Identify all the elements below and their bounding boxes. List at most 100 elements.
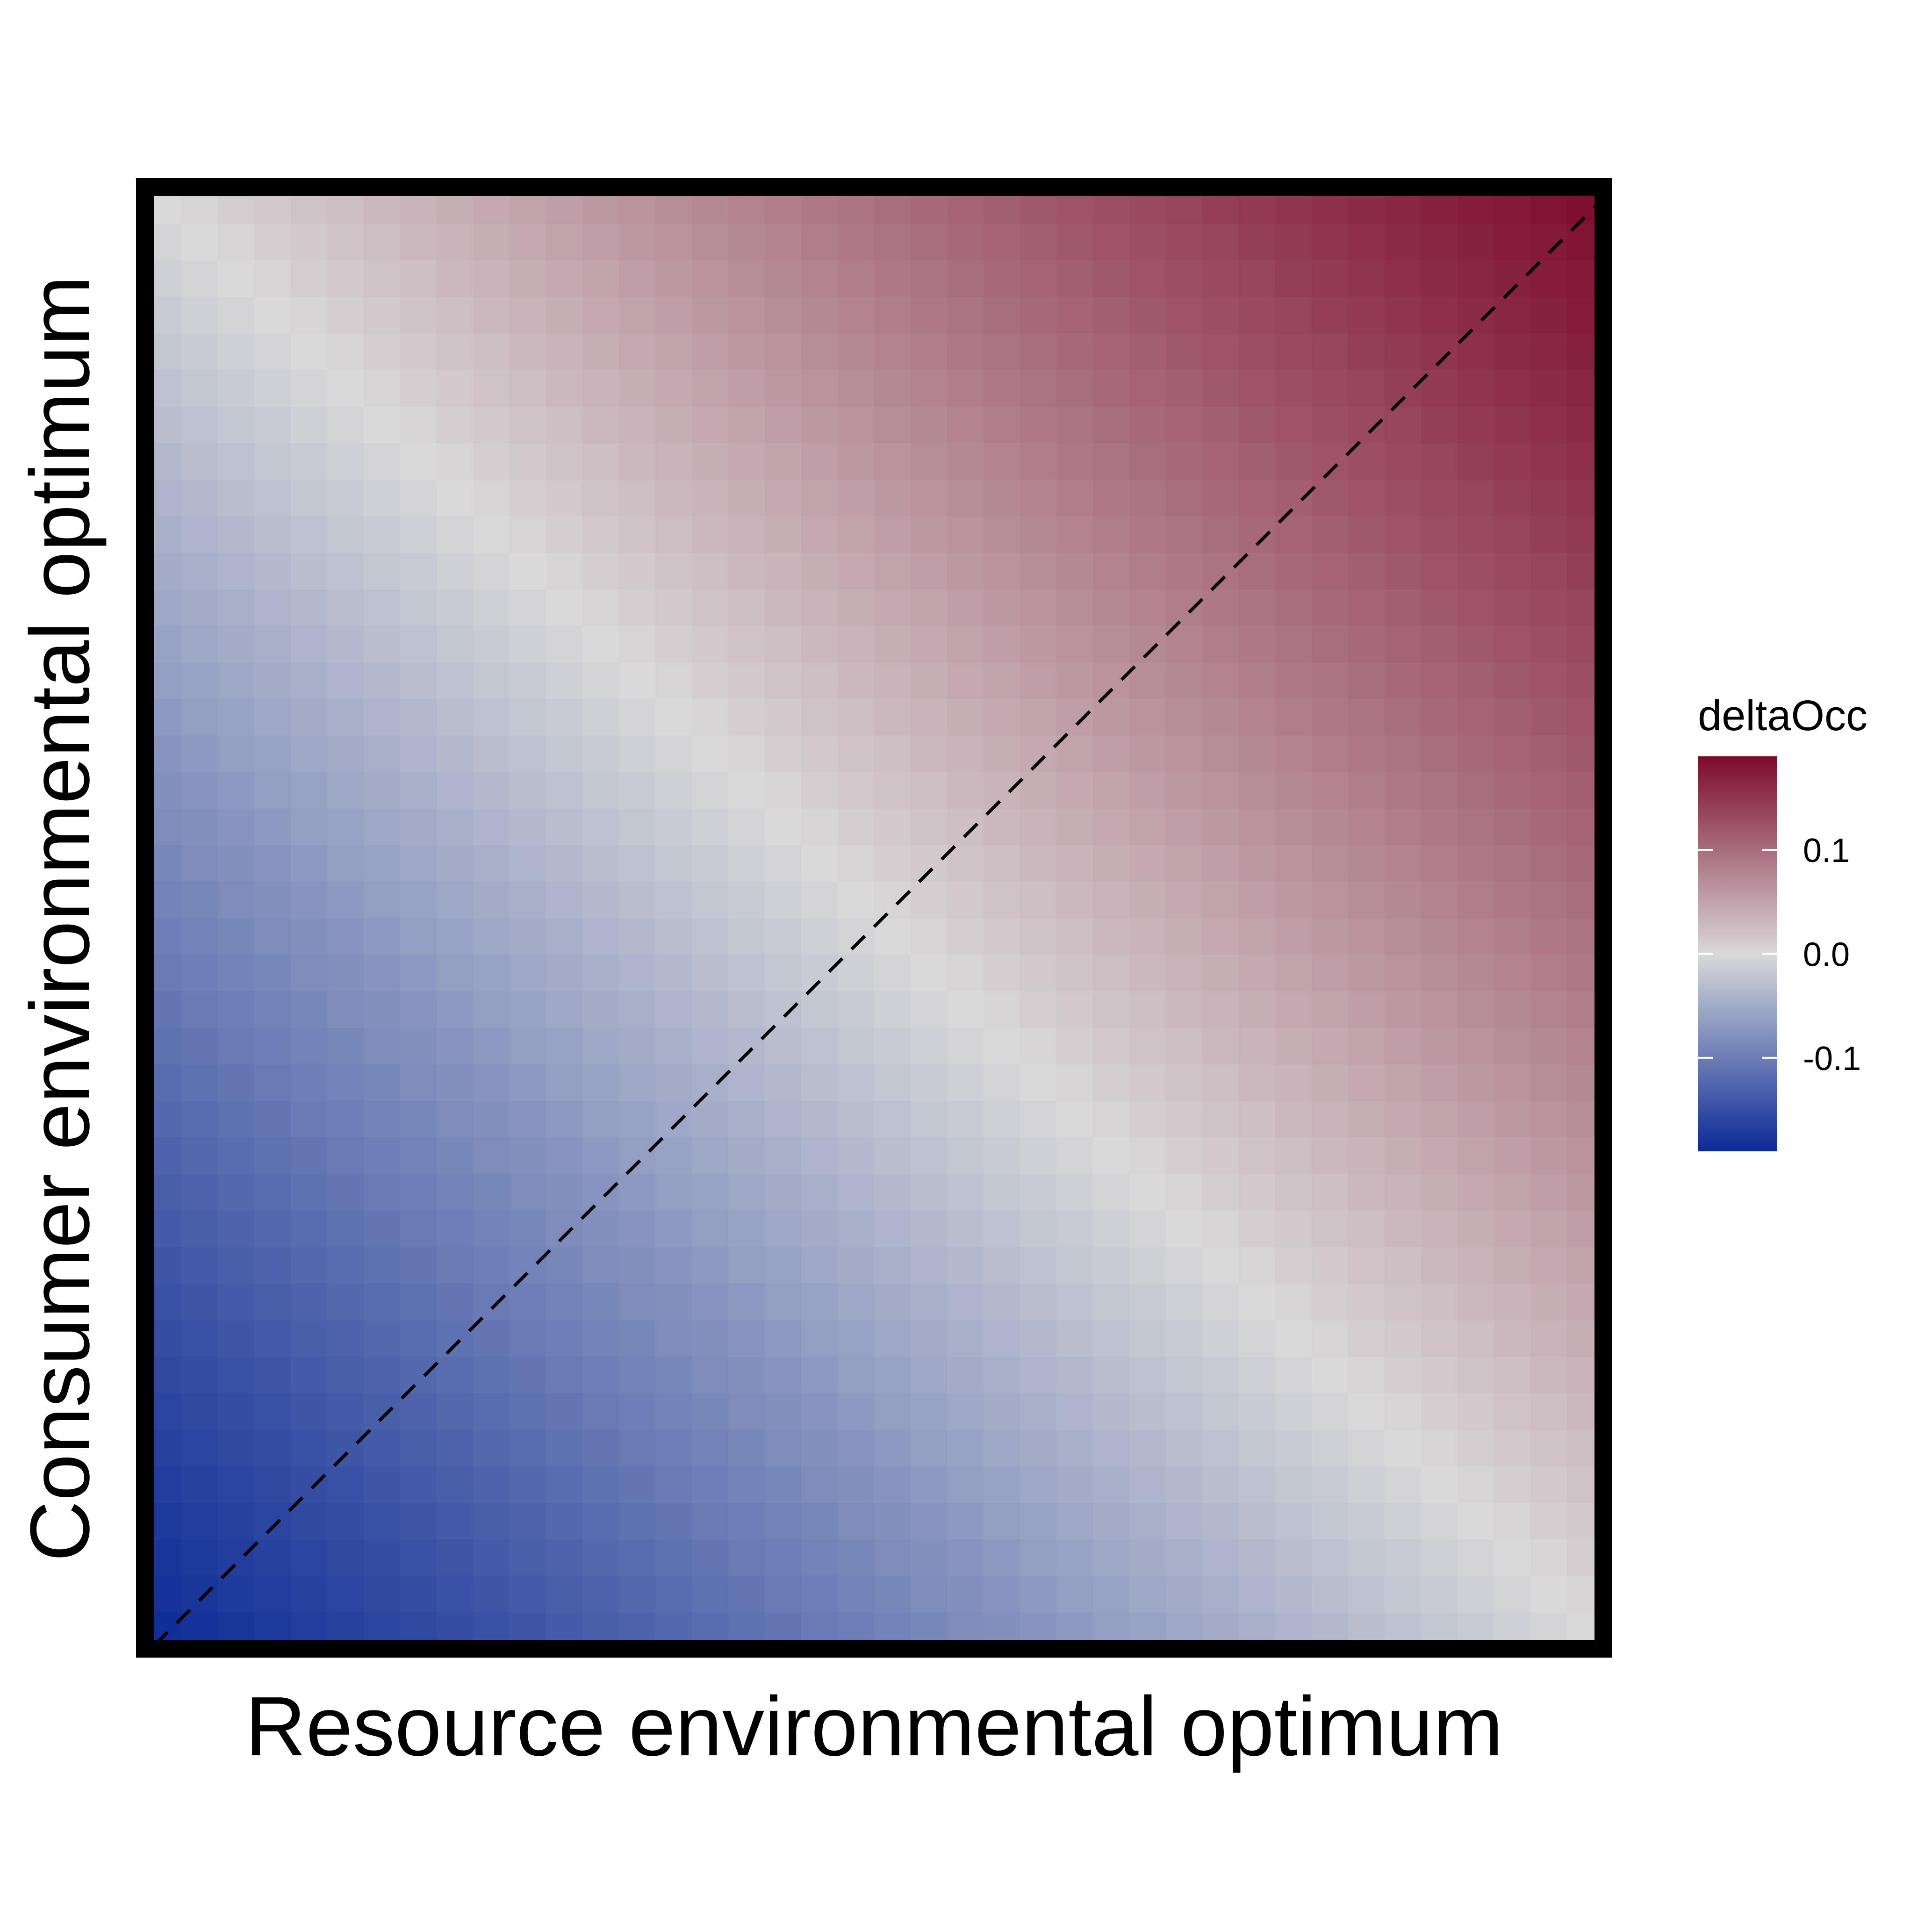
heatmap-cell	[1385, 1283, 1422, 1321]
heatmap-cell	[1385, 735, 1422, 772]
heatmap-cell	[218, 1064, 255, 1101]
heatmap-cell	[911, 223, 948, 261]
heatmap-cell	[254, 1247, 291, 1284]
heatmap-cell	[911, 1502, 948, 1540]
heatmap-cell	[1494, 625, 1531, 663]
heatmap-cell	[1056, 1356, 1093, 1393]
heatmap-cell	[1093, 1173, 1130, 1211]
heatmap-cell	[1202, 1100, 1239, 1138]
heatmap-cell	[1202, 1393, 1239, 1430]
heatmap-cell	[1239, 698, 1276, 736]
heatmap-cell	[801, 1393, 838, 1430]
heatmap-cell	[1093, 1027, 1130, 1064]
heatmap-cell	[1348, 589, 1385, 626]
heatmap-cell	[181, 1575, 218, 1613]
heatmap-cell	[327, 1502, 364, 1540]
heatmap-cell	[400, 991, 437, 1028]
heatmap-cell	[911, 1173, 948, 1211]
heatmap-cell	[437, 881, 474, 919]
heatmap-cell	[1093, 735, 1130, 772]
heatmap-cell	[1093, 698, 1130, 736]
heatmap-cell	[473, 881, 510, 919]
heatmap-cell	[510, 662, 546, 699]
heatmap-cell	[1093, 1466, 1130, 1503]
heatmap-cell	[947, 589, 984, 626]
heatmap-cell	[1275, 698, 1312, 736]
heatmap-cell	[1129, 296, 1166, 334]
heatmap-cell	[181, 1064, 218, 1101]
heatmap-cell	[400, 1027, 437, 1064]
heatmap-cell	[364, 516, 401, 553]
heatmap-cell	[291, 1429, 328, 1466]
heatmap-cell	[364, 296, 401, 334]
heatmap-cell	[437, 771, 474, 809]
heatmap-cell	[692, 954, 729, 991]
heatmap-cell	[655, 881, 692, 919]
heatmap-cell	[874, 771, 911, 809]
heatmap-cell	[364, 552, 401, 589]
legend-title: deltaOcc	[1698, 692, 1867, 740]
heatmap-cell	[1166, 1027, 1203, 1064]
heatmap-cell	[984, 479, 1020, 517]
heatmap-cell	[181, 223, 218, 261]
heatmap-cell	[291, 1247, 328, 1284]
heatmap-cell	[473, 589, 510, 626]
heatmap-cell	[619, 1064, 656, 1101]
heatmap-cell	[1020, 735, 1057, 772]
heatmap-cell	[1202, 369, 1239, 407]
heatmap-cell	[291, 479, 328, 517]
heatmap-cell	[364, 1429, 401, 1466]
heatmap-cell	[181, 1429, 218, 1466]
heatmap-cell	[1239, 589, 1276, 626]
heatmap-cell	[1530, 516, 1567, 553]
heatmap-cell	[692, 1027, 729, 1064]
heatmap-cell	[692, 662, 729, 699]
heatmap-cell	[911, 698, 948, 736]
heatmap-cell	[801, 1100, 838, 1138]
heatmap-cell	[582, 918, 619, 955]
heatmap-cell	[765, 845, 802, 882]
heatmap-cell	[874, 808, 911, 845]
heatmap-cell	[181, 1283, 218, 1321]
heatmap-cell	[1093, 479, 1130, 517]
heatmap-cell	[692, 1210, 729, 1247]
heatmap-cell	[1202, 1502, 1239, 1540]
heatmap-cell	[582, 260, 619, 297]
heatmap-cell	[1385, 1502, 1422, 1540]
heatmap-cell	[838, 333, 875, 370]
heatmap-cell	[947, 1137, 984, 1174]
heatmap-cell	[947, 735, 984, 772]
heatmap-cell	[1020, 1466, 1057, 1503]
heatmap-cell	[1275, 954, 1312, 991]
heatmap-cell	[1093, 1210, 1130, 1247]
heatmap-cell	[473, 479, 510, 517]
heatmap-cell	[327, 1539, 364, 1576]
heatmap-cell	[510, 1429, 546, 1466]
heatmap-cell	[1348, 1502, 1385, 1540]
heatmap-cell	[619, 1393, 656, 1430]
heatmap-cell	[1530, 881, 1567, 919]
heatmap-cell	[546, 552, 583, 589]
heatmap-cell	[400, 881, 437, 919]
heatmap-cell	[1530, 991, 1567, 1028]
heatmap-cell	[1530, 296, 1567, 334]
heatmap-cell	[1239, 808, 1276, 845]
heatmap-cell	[1458, 1502, 1494, 1540]
heatmap-cell	[364, 735, 401, 772]
heatmap-cell	[218, 1539, 255, 1576]
heatmap-cell	[1129, 881, 1166, 919]
heatmap-cell	[473, 918, 510, 955]
heatmap-cell	[728, 1575, 765, 1613]
heatmap-cell	[1056, 698, 1093, 736]
heatmap-cell	[1494, 1575, 1531, 1613]
heatmap-cell	[1129, 406, 1166, 444]
heatmap-cell	[1020, 1247, 1057, 1284]
heatmap-cell	[801, 1173, 838, 1211]
heatmap-cell	[364, 1283, 401, 1321]
heatmap-cell	[218, 552, 255, 589]
heatmap-cell	[1421, 1393, 1458, 1430]
heatmap-cell	[984, 918, 1020, 955]
heatmap-cell	[1056, 1539, 1093, 1576]
heatmap-cell	[619, 1502, 656, 1540]
heatmap-cell	[181, 406, 218, 444]
